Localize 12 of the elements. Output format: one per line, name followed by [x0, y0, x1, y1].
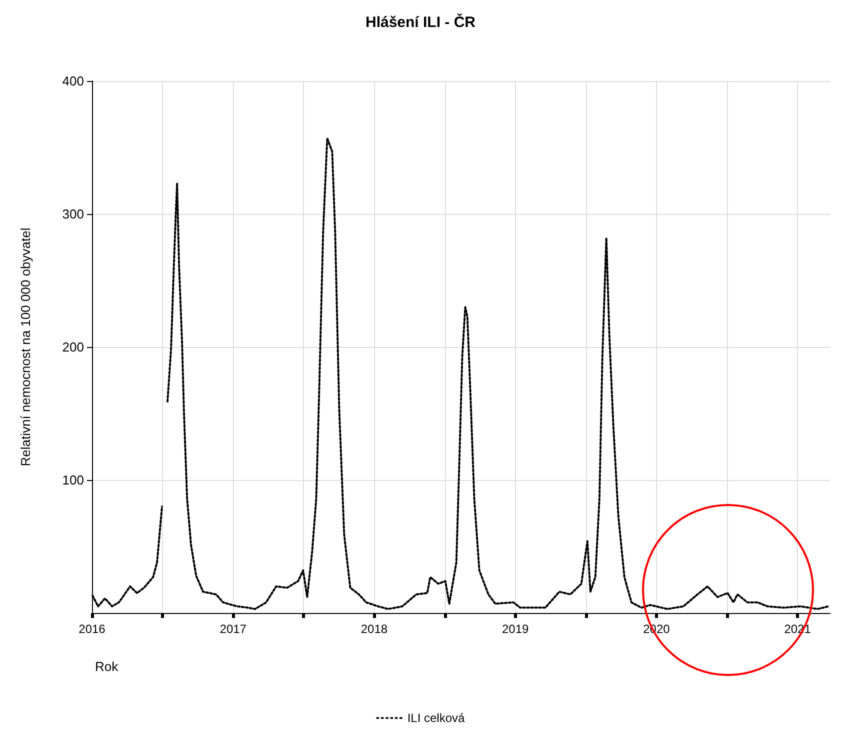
chart-title: Hlášení ILI - ČR	[365, 13, 476, 31]
legend-label: ILI celková	[407, 711, 466, 725]
y-axis-title: Relativní nemocnost na 100 000 obyvatel	[18, 228, 33, 466]
y-tick-label: 300	[62, 206, 84, 222]
x-tick-label: 2016	[78, 622, 106, 636]
x-axis-title: Rok	[95, 659, 119, 674]
y-tick-label: 200	[62, 340, 84, 354]
y-tick-label: 400	[62, 74, 84, 88]
x-tick-label: 2018	[360, 622, 388, 636]
x-tick-label: 2017	[220, 622, 247, 636]
x-tick-label: 2019	[502, 622, 529, 636]
y-tick-label: 100	[62, 472, 84, 488]
